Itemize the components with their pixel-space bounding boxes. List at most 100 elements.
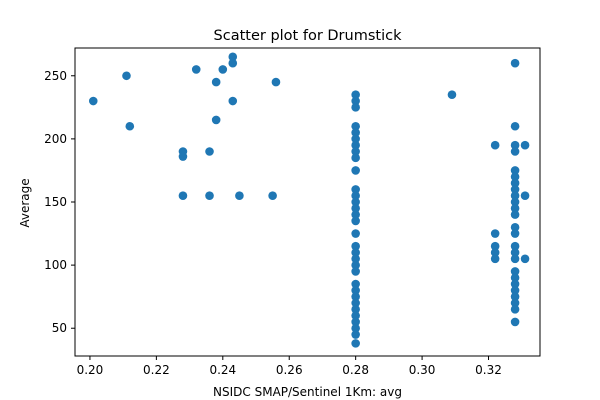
data-point-44 bbox=[351, 305, 360, 314]
data-point-23 bbox=[351, 134, 360, 144]
data-point-70 bbox=[510, 241, 520, 251]
data-point-54 bbox=[490, 248, 500, 257]
x-tick-label: 0.32 bbox=[475, 363, 502, 377]
axes-frame bbox=[74, 47, 541, 357]
data-point-52 bbox=[490, 229, 500, 238]
data-point-26 bbox=[351, 153, 360, 163]
data-point-8 bbox=[205, 191, 214, 200]
data-point-53 bbox=[490, 241, 500, 251]
data-point-74 bbox=[510, 273, 520, 283]
data-point-2 bbox=[125, 121, 135, 131]
data-point-16 bbox=[268, 191, 277, 200]
data-point-30 bbox=[351, 197, 360, 207]
x-tick-label: 0.20 bbox=[77, 363, 104, 377]
data-point-73 bbox=[510, 267, 520, 276]
data-point-76 bbox=[510, 286, 520, 295]
data-point-42 bbox=[351, 292, 360, 301]
data-point-13 bbox=[228, 58, 238, 68]
data-point-37 bbox=[351, 254, 360, 264]
data-point-22 bbox=[351, 128, 360, 137]
data-point-7 bbox=[205, 147, 214, 156]
data-point-68 bbox=[510, 222, 520, 232]
data-point-12 bbox=[228, 52, 238, 62]
data-point-58 bbox=[510, 140, 520, 150]
data-point-11 bbox=[218, 65, 228, 74]
data-point-55 bbox=[490, 254, 500, 264]
data-point-21 bbox=[351, 121, 360, 131]
data-point-50 bbox=[447, 90, 457, 99]
data-point-61 bbox=[510, 172, 520, 182]
data-point-27 bbox=[351, 166, 360, 175]
data-point-78 bbox=[510, 298, 520, 308]
data-point-60 bbox=[510, 166, 520, 175]
data-point-28 bbox=[351, 185, 360, 194]
data-point-32 bbox=[351, 210, 360, 219]
data-point-82 bbox=[520, 191, 530, 200]
data-point-72 bbox=[510, 254, 520, 264]
data-point-5 bbox=[178, 191, 188, 200]
data-point-67 bbox=[510, 210, 520, 219]
data-point-48 bbox=[351, 330, 360, 339]
data-point-36 bbox=[351, 248, 360, 257]
x-axis-label: NSIDC SMAP/Sentinel 1Km: avg bbox=[213, 385, 402, 399]
data-point-15 bbox=[235, 191, 244, 200]
data-point-10 bbox=[211, 115, 221, 125]
chart-title: Scatter plot for Drumstick bbox=[214, 28, 403, 44]
data-point-18 bbox=[351, 90, 360, 99]
data-point-20 bbox=[351, 103, 360, 112]
data-point-38 bbox=[351, 260, 360, 270]
data-point-46 bbox=[351, 317, 360, 327]
data-point-45 bbox=[351, 311, 360, 320]
data-point-40 bbox=[351, 279, 360, 289]
data-point-33 bbox=[351, 216, 360, 226]
data-point-49 bbox=[351, 339, 360, 348]
x-tick-label: 0.26 bbox=[276, 363, 303, 377]
x-tick-label: 0.30 bbox=[409, 363, 436, 377]
data-point-83 bbox=[520, 254, 530, 264]
y-axis-label: Average bbox=[18, 178, 32, 227]
data-point-29 bbox=[351, 191, 360, 200]
data-point-14 bbox=[228, 96, 238, 106]
data-point-39 bbox=[351, 267, 360, 276]
data-point-34 bbox=[351, 229, 360, 238]
y-tick-label: 200 bbox=[44, 132, 67, 146]
data-point-51 bbox=[490, 140, 500, 150]
data-point-24 bbox=[351, 140, 360, 150]
data-point-41 bbox=[351, 286, 360, 295]
data-point-81 bbox=[520, 140, 530, 150]
data-point-19 bbox=[351, 96, 360, 106]
x-tick-label: 0.24 bbox=[209, 363, 236, 377]
data-point-59 bbox=[510, 147, 520, 156]
data-point-47 bbox=[351, 323, 360, 333]
data-point-17 bbox=[271, 77, 281, 87]
y-tick-label: 100 bbox=[44, 258, 67, 272]
points-layer bbox=[88, 52, 530, 348]
data-point-66 bbox=[510, 204, 520, 213]
data-point-64 bbox=[510, 191, 520, 200]
x-axis-ticks: 0.20 0.22 0.24 0.26 0.28 0.30 0.32 bbox=[77, 356, 502, 377]
data-point-63 bbox=[510, 185, 520, 194]
data-point-65 bbox=[510, 197, 520, 207]
data-point-77 bbox=[510, 292, 520, 301]
data-point-71 bbox=[510, 248, 520, 257]
data-point-57 bbox=[510, 121, 520, 131]
data-point-25 bbox=[351, 147, 360, 156]
data-point-79 bbox=[510, 305, 520, 314]
y-tick-label: 250 bbox=[44, 69, 67, 83]
data-point-43 bbox=[351, 298, 360, 308]
x-tick-label: 0.28 bbox=[342, 363, 369, 377]
x-tick-label: 0.22 bbox=[143, 363, 170, 377]
data-point-56 bbox=[510, 58, 520, 68]
y-tick-label: 150 bbox=[44, 195, 67, 209]
data-point-80 bbox=[510, 317, 520, 327]
data-point-0 bbox=[88, 96, 98, 106]
data-point-31 bbox=[351, 204, 360, 213]
data-point-9 bbox=[211, 77, 221, 87]
y-axis-ticks: 50 100 150 200 250 bbox=[44, 69, 75, 335]
y-tick-label: 50 bbox=[52, 321, 67, 335]
data-point-75 bbox=[510, 279, 520, 289]
data-point-62 bbox=[510, 178, 520, 188]
data-point-6 bbox=[191, 65, 201, 74]
data-point-35 bbox=[351, 241, 360, 251]
